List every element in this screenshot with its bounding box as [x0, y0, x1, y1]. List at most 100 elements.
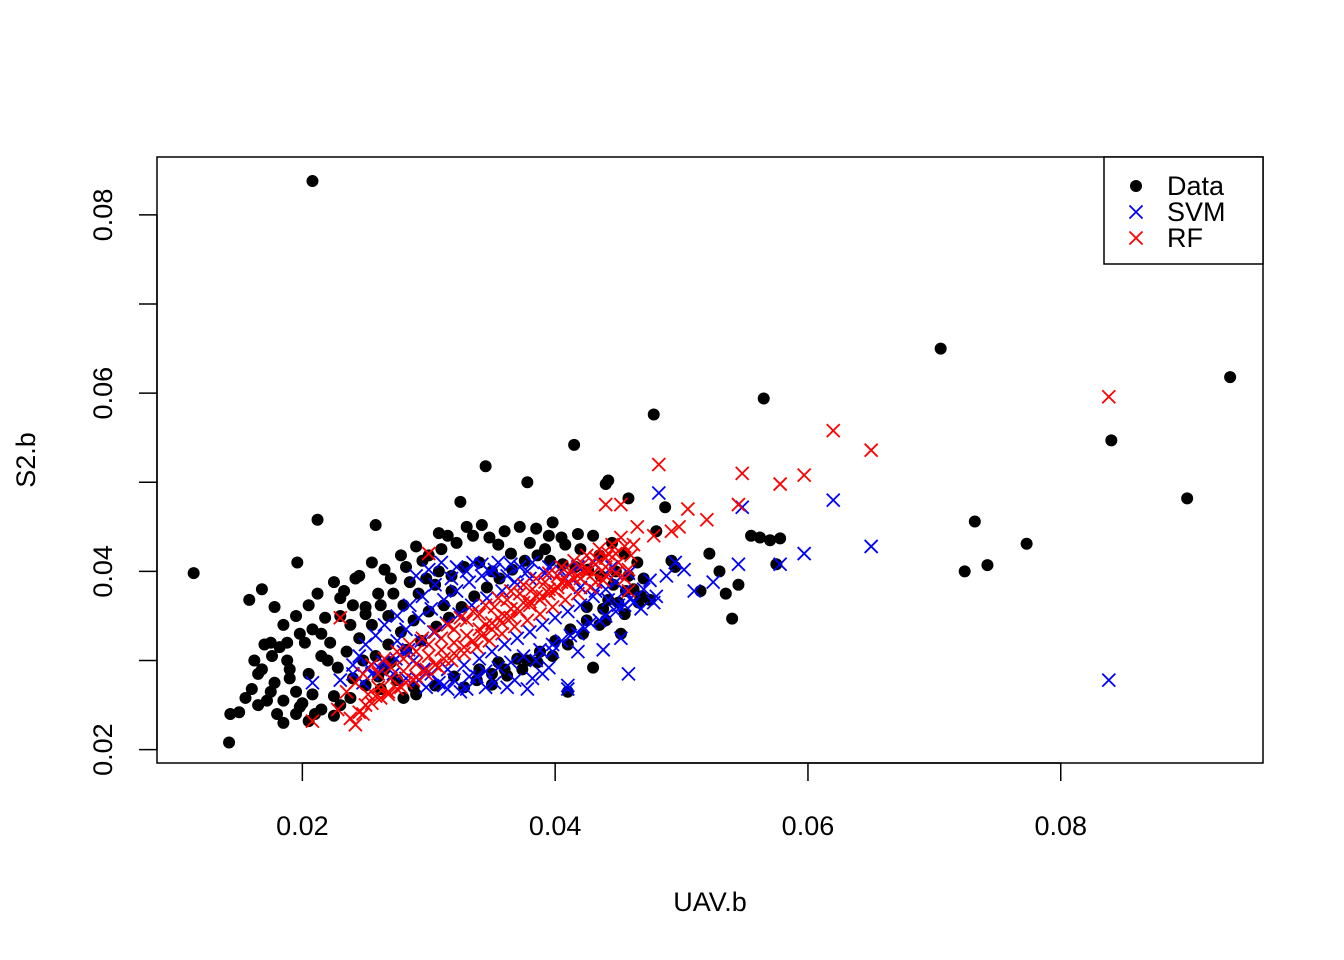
rf-point — [588, 574, 603, 590]
rf-point — [826, 423, 841, 438]
svm-point — [497, 637, 512, 652]
svm-point — [621, 666, 636, 682]
svm-point — [390, 608, 405, 624]
svm-point — [402, 598, 417, 613]
data-point — [1224, 371, 1237, 384]
rf-point — [558, 592, 573, 608]
svm-point — [583, 615, 598, 631]
data-point — [302, 715, 315, 728]
svm-point — [520, 564, 535, 579]
data-point — [542, 529, 555, 542]
rf-point — [529, 571, 544, 586]
svm-point — [398, 622, 414, 637]
svm-point — [484, 644, 500, 659]
rf-point — [680, 501, 696, 517]
svm-point — [532, 642, 548, 657]
rf-point — [541, 566, 556, 581]
rf-point — [601, 546, 616, 561]
rf-point — [355, 706, 371, 722]
data-point — [511, 652, 524, 665]
data-point — [513, 520, 526, 533]
rf-point — [671, 519, 687, 534]
svm-point — [503, 557, 519, 572]
data-point — [958, 565, 971, 578]
rf-point — [520, 613, 535, 628]
data-point — [460, 520, 473, 533]
rf-point — [566, 553, 582, 568]
rf-point — [459, 613, 474, 628]
data-point — [498, 525, 511, 538]
rf-point — [626, 537, 641, 552]
data-point — [726, 612, 739, 625]
svm-point — [864, 539, 879, 554]
data-point — [365, 618, 378, 631]
points-layer — [187, 175, 1237, 749]
rf-point — [613, 530, 629, 545]
data-point — [455, 601, 468, 614]
rf-point — [579, 548, 594, 563]
rf-point — [373, 690, 388, 706]
svm-point — [1101, 672, 1116, 688]
rf-point — [499, 592, 515, 608]
svm-point — [676, 562, 692, 577]
rf-point — [541, 582, 556, 597]
rf-point — [532, 607, 548, 622]
data-point — [467, 529, 479, 542]
data-point — [327, 576, 340, 589]
svm-point — [440, 662, 455, 677]
svm-point — [444, 571, 459, 586]
series-svm — [305, 485, 1116, 699]
svm-point — [535, 617, 550, 633]
svm-point — [434, 555, 449, 570]
data-point — [407, 614, 420, 627]
data-point — [647, 408, 660, 421]
svm-point — [411, 610, 426, 625]
legend-data-label: Data — [1167, 171, 1225, 201]
data-point — [293, 627, 306, 640]
data-point — [239, 691, 252, 704]
plot-frame — [156, 156, 1264, 764]
rf-point — [383, 660, 398, 675]
rf-point — [371, 666, 386, 682]
rf-point — [494, 626, 510, 641]
svm-point — [797, 546, 812, 561]
data-point — [587, 529, 600, 542]
rf-point — [651, 457, 666, 472]
svm-point — [459, 681, 474, 697]
svm-point — [642, 573, 658, 588]
y-tick-label: 0.02 — [88, 723, 118, 776]
data-point — [703, 547, 716, 560]
svm-point — [472, 651, 487, 666]
rf-point — [393, 680, 409, 695]
data-point — [291, 556, 304, 569]
data-point — [531, 549, 544, 562]
rf-point — [503, 583, 519, 599]
data-point — [268, 601, 281, 614]
svm-point — [560, 678, 575, 693]
data-point — [732, 578, 745, 591]
legend-svm-marker — [1128, 204, 1144, 220]
data-point — [568, 438, 581, 451]
data-point — [359, 608, 372, 621]
data-point — [306, 688, 319, 701]
svm-point — [520, 681, 535, 697]
rf-point — [864, 443, 879, 458]
data-point — [290, 609, 303, 622]
svm-point — [573, 598, 588, 613]
data-point — [492, 538, 505, 551]
legend-rf-label: RF — [1167, 223, 1203, 253]
data-point — [327, 690, 340, 703]
data-point — [597, 602, 610, 615]
svm-point — [427, 577, 443, 592]
data-point — [264, 685, 277, 698]
rf-point — [613, 497, 629, 512]
data-point — [622, 492, 635, 505]
rf-point — [604, 537, 620, 552]
data-point — [233, 706, 246, 719]
legend-data-marker — [1130, 180, 1142, 192]
data-point — [266, 650, 279, 663]
svm-point — [333, 672, 348, 688]
data-point — [277, 694, 290, 707]
data-point — [365, 556, 378, 569]
